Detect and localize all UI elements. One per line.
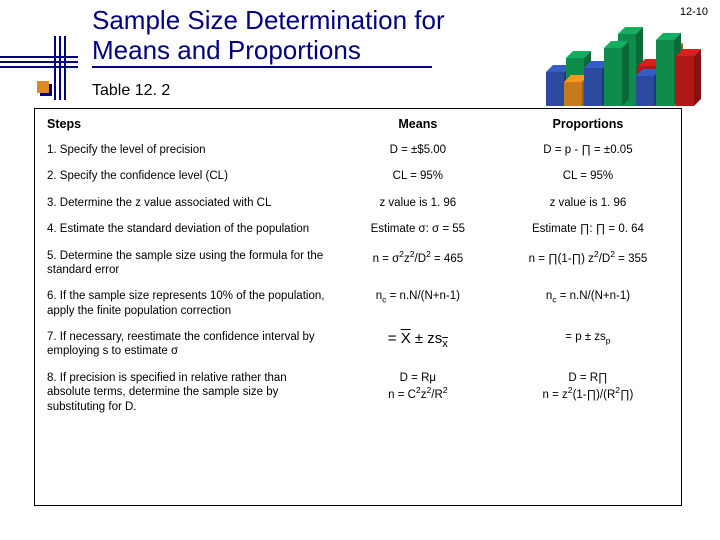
slide-subtitle: Table 12. 2 bbox=[92, 82, 170, 100]
bar-icon bbox=[546, 72, 564, 106]
bar-icon bbox=[564, 82, 582, 106]
means-cell: = X ± zsx bbox=[333, 326, 503, 367]
col-header-means: Means bbox=[333, 115, 503, 139]
means-cell: CL = 95% bbox=[333, 165, 503, 191]
table-header-row: Steps Means Proportions bbox=[43, 115, 673, 139]
proportions-cell: nc = n.N/(N+n-1) bbox=[503, 285, 673, 326]
title-block: Sample Size Determination for Means and … bbox=[92, 6, 522, 68]
means-cell: D = Rμn = C2z2/R2 bbox=[333, 367, 503, 422]
proportions-cell: z value is 1. 96 bbox=[503, 192, 673, 218]
proportions-cell: D = p - ∏ = ±0.05 bbox=[503, 139, 673, 165]
table-row: 5. Determine the sample size using the f… bbox=[43, 245, 673, 286]
ornament-square-icon bbox=[40, 84, 52, 96]
bar-icon bbox=[584, 68, 602, 106]
proportions-cell: Estimate ∏: ∏ = 0. 64 bbox=[503, 218, 673, 244]
proportions-cell: CL = 95% bbox=[503, 165, 673, 191]
table-row: 3. Determine the z value associated with… bbox=[43, 192, 673, 218]
means-cell: Estimate σ: σ = 55 bbox=[333, 218, 503, 244]
bar-icon bbox=[656, 40, 674, 106]
table-row: 4. Estimate the standard deviation of th… bbox=[43, 218, 673, 244]
means-cell: D = ±$5.00 bbox=[333, 139, 503, 165]
ornament-vertical-lines bbox=[54, 36, 70, 100]
step-cell: 5. Determine the sample size using the f… bbox=[43, 245, 333, 286]
table-row: 6. If the sample size represents 10% of … bbox=[43, 285, 673, 326]
slide: Sample Size Determination for Means and … bbox=[0, 0, 720, 540]
means-cell: nc = n.N/(N+n-1) bbox=[333, 285, 503, 326]
step-cell: 4. Estimate the standard deviation of th… bbox=[43, 218, 333, 244]
step-cell: 2. Specify the confidence level (CL) bbox=[43, 165, 333, 191]
table-row: 8. If precision is specified in relative… bbox=[43, 367, 673, 422]
step-cell: 1. Specify the level of precision bbox=[43, 139, 333, 165]
step-cell: 7. If necessary, reestimate the confiden… bbox=[43, 326, 333, 367]
bar-icon bbox=[636, 76, 654, 106]
proportions-cell: D = R∏n = z2(1-∏)/(R2∏) bbox=[503, 367, 673, 422]
table-container: Steps Means Proportions 1. Specify the l… bbox=[34, 108, 682, 506]
bar-icon bbox=[604, 48, 622, 106]
decorative-bar-chart-icon bbox=[540, 14, 690, 106]
proportions-cell: n = ∏(1-∏) z2/D2 = 355 bbox=[503, 245, 673, 286]
means-cell: z value is 1. 96 bbox=[333, 192, 503, 218]
col-header-proportions: Proportions bbox=[503, 115, 673, 139]
table-row: 7. If necessary, reestimate the confiden… bbox=[43, 326, 673, 367]
title-underline bbox=[92, 66, 432, 68]
slide-title: Sample Size Determination for Means and … bbox=[92, 6, 522, 68]
proportions-cell: = p ± zsp bbox=[503, 326, 673, 367]
table-row: 2. Specify the confidence level (CL)CL =… bbox=[43, 165, 673, 191]
step-cell: 3. Determine the z value associated with… bbox=[43, 192, 333, 218]
table-row: 1. Specify the level of precisionD = ±$5… bbox=[43, 139, 673, 165]
col-header-steps: Steps bbox=[43, 115, 333, 139]
bar-icon bbox=[676, 56, 694, 106]
step-cell: 8. If precision is specified in relative… bbox=[43, 367, 333, 422]
means-cell: n = σ2z2/D2 = 465 bbox=[333, 245, 503, 286]
sample-size-table: Steps Means Proportions 1. Specify the l… bbox=[43, 115, 673, 422]
step-cell: 6. If the sample size represents 10% of … bbox=[43, 285, 333, 326]
